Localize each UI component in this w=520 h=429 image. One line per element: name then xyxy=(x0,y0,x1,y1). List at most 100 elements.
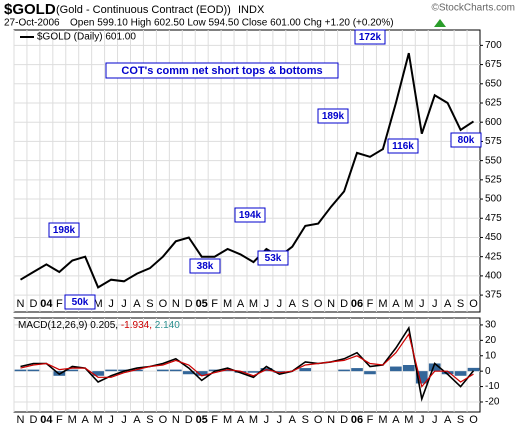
description: (Gold - Continuous Contract (EOD)) xyxy=(56,4,231,16)
histogram-bar xyxy=(390,366,402,372)
quote: Open 599.10 High 602.50 Low 594.50 Close… xyxy=(70,18,394,29)
histogram-bar xyxy=(157,369,169,372)
x-tick-label: D xyxy=(29,298,37,310)
x-tick-label: O xyxy=(159,414,168,426)
histogram-bar xyxy=(14,369,27,372)
y-tick-label: 575 xyxy=(485,136,502,147)
x-tick-label: S xyxy=(146,298,153,310)
legend-part: MACD(12,26,9) xyxy=(18,320,87,331)
x-tick-label: O xyxy=(314,298,323,310)
y-tick-label: 10 xyxy=(485,350,497,361)
cot-label: 189k xyxy=(322,111,345,122)
legend: $GOLD (Daily) 601.00 xyxy=(37,32,136,43)
legend-part: -1.934, xyxy=(121,320,152,331)
histogram-bar xyxy=(221,369,234,372)
x-tick-label: J xyxy=(121,298,127,310)
y-tick-label: 20 xyxy=(485,335,497,346)
legend-part: 0.205, xyxy=(90,320,118,331)
x-tick-label: D xyxy=(340,414,348,426)
x-tick-label: M xyxy=(404,298,413,310)
x-tick-label: J xyxy=(264,414,270,426)
y-tick-label: 650 xyxy=(485,78,502,89)
histogram-bar xyxy=(351,368,363,372)
histogram-bar xyxy=(247,371,260,373)
x-tick-label: J xyxy=(432,298,438,310)
x-tick-label: F xyxy=(367,298,374,310)
cot-label: 198k xyxy=(53,225,76,236)
x-tick-label: F xyxy=(367,414,374,426)
cot-label-box xyxy=(317,108,349,124)
x-tick-label: N xyxy=(172,298,180,310)
cot-label-box xyxy=(354,29,386,45)
x-tick-label: N xyxy=(16,298,24,310)
x-tick-label: S xyxy=(457,414,464,426)
histogram-bar xyxy=(182,371,195,375)
x-tick-label: A xyxy=(237,298,245,310)
cot-label: 172k xyxy=(359,32,382,43)
x-tick-label: 05 xyxy=(196,414,208,426)
histogram-bar xyxy=(169,369,182,372)
cot-label: 38k xyxy=(197,261,214,272)
cot-label-box xyxy=(64,294,96,310)
x-tick-label: O xyxy=(314,414,323,426)
x-tick-label: J xyxy=(277,298,283,310)
x-tick-label: M xyxy=(94,414,103,426)
y-tick-label: 600 xyxy=(485,117,502,128)
histogram-bar xyxy=(105,369,117,372)
x-tick-label: 05 xyxy=(196,298,208,310)
cot-label: 116k xyxy=(392,141,414,152)
exchange: INDX xyxy=(238,4,265,16)
copyright: ©StockCharts.com xyxy=(431,3,515,14)
x-tick-label: A xyxy=(133,414,141,426)
x-tick-label: M xyxy=(249,298,258,310)
histogram-bar xyxy=(454,371,467,376)
x-tick-label: M xyxy=(223,414,232,426)
histogram-bar xyxy=(66,369,79,372)
histogram-bar xyxy=(415,371,428,384)
x-tick-label: F xyxy=(211,414,218,426)
histogram-bar xyxy=(441,371,454,375)
x-tick-label: O xyxy=(469,298,478,310)
y-tick-label: 525 xyxy=(485,174,502,185)
x-tick-label: M xyxy=(68,414,77,426)
x-tick-label: J xyxy=(419,298,425,310)
x-tick-label: F xyxy=(56,298,63,310)
cot-label-box xyxy=(257,250,289,266)
x-tick-label: A xyxy=(237,414,245,426)
x-tick-label: J xyxy=(264,298,270,310)
x-tick-label: M xyxy=(249,414,258,426)
x-tick-label: M xyxy=(378,298,387,310)
x-tick-label: M xyxy=(404,414,413,426)
x-tick-label: A xyxy=(392,414,400,426)
x-tick-label: J xyxy=(432,414,438,426)
x-tick-label: D xyxy=(185,298,193,310)
x-tick-label: A xyxy=(289,414,297,426)
macd-line xyxy=(20,325,475,402)
x-tick-label: A xyxy=(289,298,297,310)
x-tick-label: D xyxy=(29,414,37,426)
legend-part: 2.140 xyxy=(155,320,180,331)
histogram-bar xyxy=(273,371,286,373)
x-tick-label: D xyxy=(340,298,348,310)
x-tick-label: J xyxy=(108,298,114,310)
histogram-bar xyxy=(131,369,143,372)
x-tick-label: N xyxy=(172,414,180,426)
histogram-bar xyxy=(195,371,208,376)
macd-legend: MACD(12,26,9) 0.205, -1.934, 2.140 xyxy=(18,320,180,331)
x-tick-label: J xyxy=(121,414,127,426)
x-tick-label: J xyxy=(419,414,425,426)
y-tick-label: 550 xyxy=(485,155,502,166)
x-tick-label: A xyxy=(133,298,141,310)
y-tick-label: 400 xyxy=(485,271,502,282)
y-tick-label: 475 xyxy=(485,213,502,224)
histogram-bar xyxy=(338,369,350,372)
y-tick-label: 625 xyxy=(485,98,502,109)
histogram-bar xyxy=(92,371,104,376)
histogram-bar xyxy=(27,369,40,372)
x-tick-label: F xyxy=(56,414,63,426)
x-tick-label: J xyxy=(108,414,114,426)
x-tick-label: S xyxy=(146,414,153,426)
histogram-bar xyxy=(364,371,376,375)
y-tick-label: 500 xyxy=(485,194,502,205)
